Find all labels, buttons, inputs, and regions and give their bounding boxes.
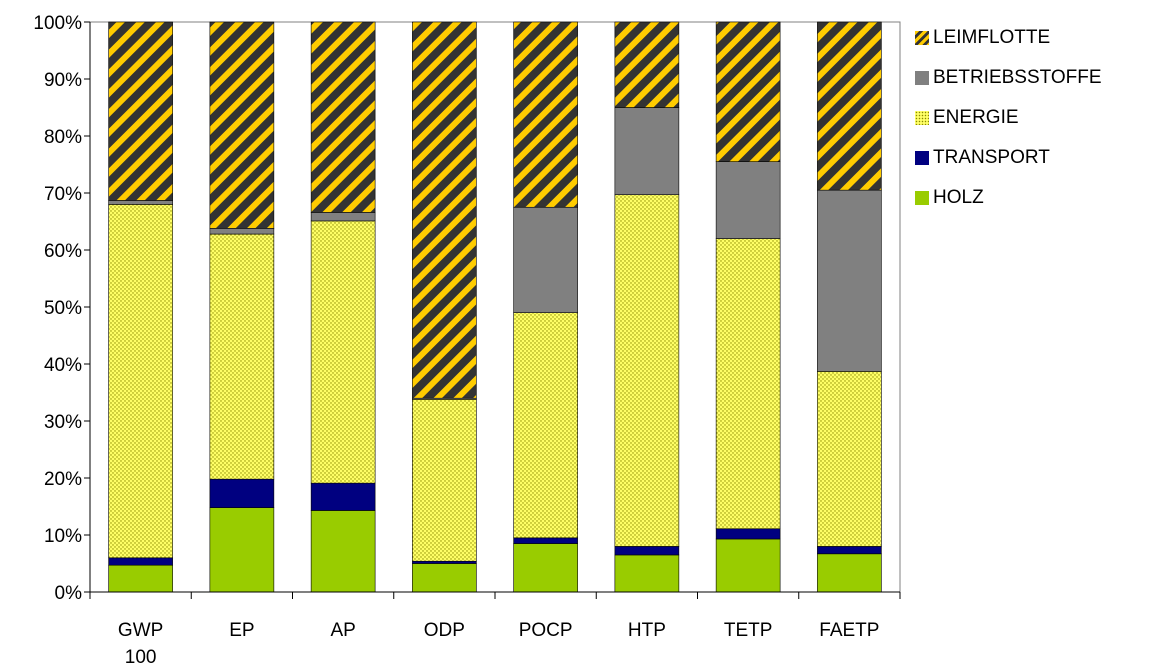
x-tick-label: ODP (424, 620, 465, 641)
legend-label: LEIMFLOTTE (933, 27, 1051, 48)
bar-segment-holz (108, 564, 173, 593)
legend-label: TRANSPORT (933, 147, 1050, 168)
bar-segment-transport (614, 546, 680, 556)
axes: 0% 10% 20% 30% 40% 50% 60% 70% 80% 90% 100% GWP 100 E… (33, 13, 901, 668)
bar-segment-holz (310, 510, 376, 593)
bar-segment-betriebsstoffe (715, 161, 781, 239)
bar-segment-energie (715, 238, 781, 530)
legend-item-transport: TRANSPORT (915, 138, 1102, 178)
bar-segment-betriebsstoffe (108, 200, 173, 205)
bar-segment-leimflotte (412, 21, 477, 399)
legend-label: HOLZ (933, 187, 984, 208)
bar-segment-transport (715, 528, 781, 540)
legend-swatch (915, 71, 929, 85)
bar-segment-holz (412, 563, 477, 593)
x-tick-label: EP (229, 620, 254, 641)
legend-item-betriebsstoffe: BETRIEBSSTOFFE (915, 58, 1102, 98)
legend-item-leimflotte: LEIMFLOTTE (915, 18, 1102, 58)
bar-segment-energie (209, 233, 275, 480)
x-tick-label: POCP (519, 620, 573, 641)
legend-swatch (915, 31, 929, 45)
bar-segment-holz (209, 507, 275, 593)
x-tick-label: AP (330, 620, 355, 641)
y-tick-label: 50% (44, 298, 82, 319)
bar-segment-energie (108, 204, 173, 559)
bar-segment-betriebsstoffe (310, 212, 376, 222)
x-tick-label: TETP (724, 620, 773, 641)
bar-segment-transport (513, 537, 578, 544)
x-tick-label: GWP 100 (118, 620, 163, 668)
bar-segment-holz (513, 543, 578, 593)
bar-segment-holz (715, 538, 781, 593)
bar-segment-betriebsstoffe (614, 107, 680, 196)
bar-segment-transport (412, 560, 477, 564)
bar-segment-energie (817, 371, 882, 547)
bar-segment-holz (817, 553, 882, 593)
legend: LEIMFLOTTE BETRIEBSSTOFFE ENERGIE TRANSPORT… (915, 18, 1102, 218)
bar-segment-leimflotte (817, 21, 882, 191)
y-tick-label: 90% (44, 70, 82, 91)
bar-segment-leimflotte (513, 21, 578, 208)
bar-segment-energie (310, 220, 376, 484)
bar-segment-leimflotte (614, 21, 680, 108)
bar-segment-transport (209, 478, 275, 508)
bar-segment-betriebsstoffe (817, 189, 882, 372)
bar-segment-energie (412, 399, 477, 562)
bar-segment-holz (614, 554, 680, 593)
legend-swatch (915, 191, 929, 205)
y-tick-label: 80% (44, 127, 82, 148)
bar-segment-transport (817, 546, 882, 555)
bar-segment-leimflotte (310, 21, 376, 213)
y-tick-label: 30% (44, 412, 82, 433)
x-tick-label: FAETP (819, 620, 879, 641)
y-tick-label: 70% (44, 184, 82, 205)
legend-label: ENERGIE (933, 107, 1019, 128)
bar-segment-betriebsstoffe (513, 206, 578, 313)
y-tick-label: 40% (44, 355, 82, 376)
y-tick-label: 0% (55, 583, 83, 604)
legend-swatch (915, 151, 929, 165)
y-tick-label: 20% (44, 469, 82, 490)
bar-segment-transport (108, 557, 173, 566)
bar-segment-transport (310, 482, 376, 511)
bar-segment-energie (614, 194, 680, 547)
y-tick-label: 100% (33, 13, 82, 34)
bar-segment-leimflotte (715, 21, 781, 162)
bar-segment-leimflotte (108, 21, 173, 201)
legend-item-energie: ENERGIE (915, 98, 1102, 138)
bars (108, 21, 882, 593)
bar-segment-leimflotte (209, 21, 275, 229)
legend-item-holz: HOLZ (915, 178, 1102, 218)
bar-segment-energie (513, 312, 578, 539)
legend-swatch (915, 111, 929, 125)
x-tick-label: HTP (628, 620, 666, 641)
y-tick-label: 10% (44, 526, 82, 547)
bar-segment-betriebsstoffe (209, 228, 275, 235)
y-tick-label: 60% (44, 241, 82, 262)
legend-label: BETRIEBSSTOFFE (933, 67, 1102, 88)
